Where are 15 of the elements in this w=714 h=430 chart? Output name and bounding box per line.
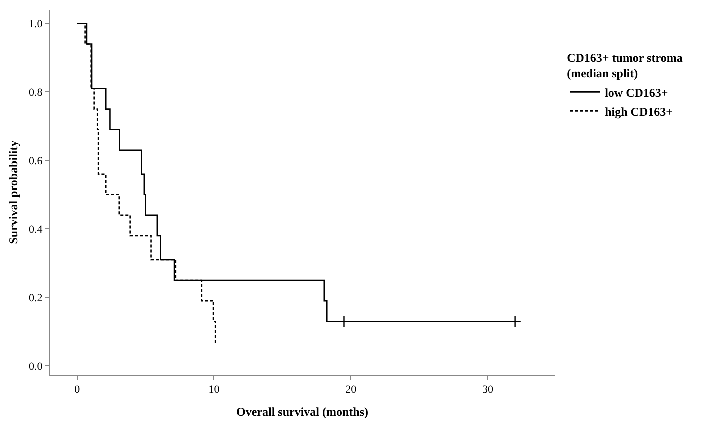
y-tick-label: 0.0 [29, 360, 44, 373]
legend-label: high CD163+ [605, 104, 674, 119]
x-axis-title: Overall survival (months) [236, 405, 368, 420]
y-tick-label: 0.2 [29, 292, 43, 304]
legend-title: CD163+ tumor stroma (median split) [567, 51, 683, 81]
x-tick-label: 30 [482, 384, 494, 396]
x-tick-label: 20 [346, 384, 358, 396]
y-tick-label: 0.6 [29, 156, 44, 168]
y-axis-title: Survival probability [6, 140, 20, 244]
y-tick-label: 1.0 [29, 18, 44, 31]
legend-label: low CD163+ [605, 86, 668, 100]
y-tick-label: 0.8 [29, 87, 44, 100]
x-tick-label: 10 [208, 384, 220, 396]
x-tick-label: 0 [74, 384, 81, 396]
y-tick-label: 0.4 [29, 224, 44, 236]
